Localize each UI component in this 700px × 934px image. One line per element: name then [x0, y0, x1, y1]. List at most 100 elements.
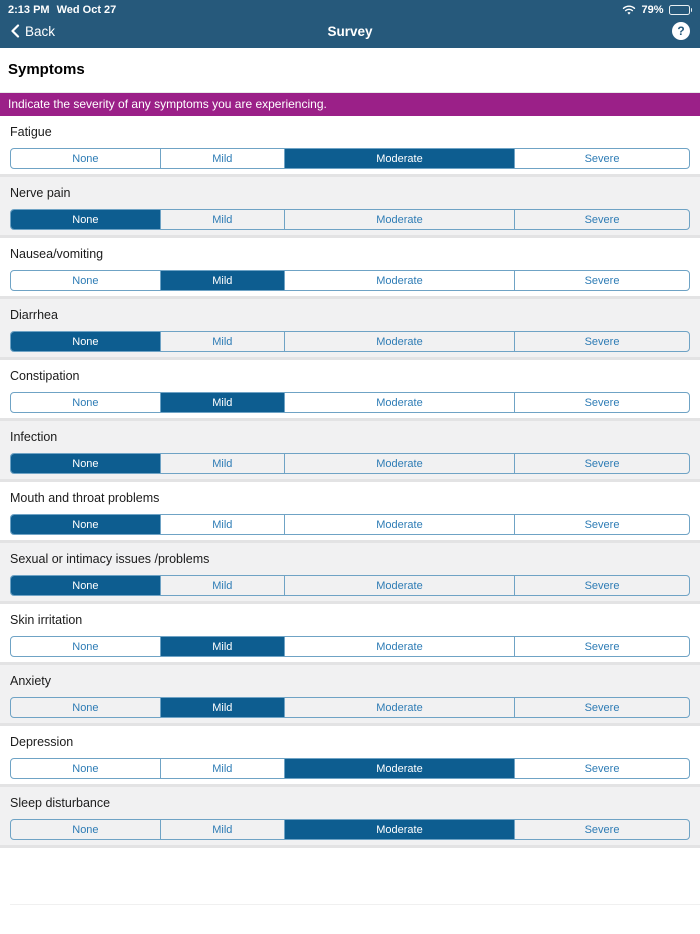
severity-option-mild[interactable]: Mild [159, 759, 284, 778]
severity-option-severe[interactable]: Severe [514, 271, 689, 290]
severity-option-mild[interactable]: Mild [159, 210, 284, 229]
symptom-label: Skin irritation [10, 613, 83, 627]
severity-option-moderate[interactable]: Moderate [283, 576, 514, 595]
symptom-label: Nausea/vomiting [10, 247, 104, 261]
severity-option-mild[interactable]: Mild [159, 637, 284, 656]
symptom-label: Constipation [10, 369, 80, 383]
severity-option-moderate[interactable]: Moderate [283, 393, 514, 412]
severity-segmented-control: None Mild Moderate Severe [10, 209, 690, 230]
severity-option-severe[interactable]: Severe [514, 210, 689, 229]
severity-option-mild[interactable]: Mild [159, 149, 284, 168]
severity-option-mild[interactable]: Mild [159, 332, 284, 351]
symptom-row: Nerve pain None Mild Moderate Severe [0, 177, 700, 238]
symptom-label: Sexual or intimacy issues /problems [10, 552, 210, 566]
symptom-label: Nerve pain [10, 186, 71, 200]
wifi-icon [622, 5, 636, 16]
symptom-label: Sleep disturbance [10, 796, 111, 810]
severity-option-severe[interactable]: Severe [514, 759, 689, 778]
instruction-text: Indicate the severity of any symptoms yo… [8, 97, 327, 111]
severity-option-moderate[interactable]: Moderate [283, 759, 515, 778]
severity-segmented-control: None Mild Moderate Severe [10, 575, 690, 596]
severity-option-mild[interactable]: Mild [159, 698, 284, 717]
severity-segmented-control: None Mild Moderate Severe [10, 331, 690, 352]
symptom-row: Sleep disturbance None Mild Moderate Severe [0, 787, 700, 848]
symptom-label: Depression [10, 735, 74, 749]
footer-separator [10, 904, 700, 905]
status-time: 2:13 PM [8, 4, 50, 16]
symptom-label: Diarrhea [10, 308, 58, 322]
severity-option-moderate[interactable]: Moderate [283, 332, 514, 351]
severity-option-moderate[interactable]: Moderate [283, 454, 514, 473]
severity-segmented-control: None Mild Moderate Severe [10, 636, 690, 657]
symptom-label: Anxiety [10, 674, 51, 688]
help-button[interactable]: ? [672, 22, 690, 40]
severity-option-moderate[interactable]: Moderate [283, 820, 515, 839]
severity-segmented-control: None Mild Moderate Severe [10, 697, 690, 718]
severity-option-moderate[interactable]: Moderate [283, 149, 515, 168]
severity-option-mild[interactable]: Mild [159, 454, 284, 473]
severity-segmented-control: None Mild Moderate Severe [10, 453, 690, 474]
severity-segmented-control: None Mild Moderate Severe [10, 758, 690, 779]
severity-option-severe[interactable]: Severe [514, 820, 689, 839]
severity-option-severe[interactable]: Severe [514, 332, 689, 351]
symptom-row: Mouth and throat problems None Mild Modera… [0, 482, 700, 543]
top-bar: 2:13 PM Wed Oct 27 79% [0, 0, 700, 48]
severity-option-mild[interactable]: Mild [159, 393, 284, 412]
severity-option-severe[interactable]: Severe [514, 149, 689, 168]
severity-option-mild[interactable]: Mild [159, 820, 284, 839]
section-heading: Symptoms [0, 48, 700, 93]
severity-option-mild[interactable]: Mild [159, 515, 284, 534]
severity-option-none[interactable]: None [11, 210, 160, 229]
severity-option-none[interactable]: None [72, 396, 99, 409]
severity-segmented-control: None Mild Moderate Severe [10, 819, 690, 840]
severity-option-none[interactable]: None [72, 152, 99, 165]
symptom-label: Infection [10, 430, 58, 444]
battery-icon [668, 5, 692, 15]
severity-option-none[interactable]: None [72, 701, 99, 714]
severity-option-none[interactable]: None [72, 640, 99, 653]
status-bar: 2:13 PM Wed Oct 27 79% [0, 0, 700, 20]
symptom-row: Infection None Mild Moderate Severe [0, 421, 700, 482]
severity-segmented-control: None Mild Moderate Severe [10, 392, 690, 413]
severity-segmented-control: None Mild Moderate Severe [10, 514, 690, 535]
back-label: Back [25, 23, 56, 39]
severity-option-moderate[interactable]: Moderate [283, 637, 514, 656]
symptom-row: Depression None Mild Moderate Severe [0, 726, 700, 787]
severity-option-none[interactable]: None [11, 576, 160, 595]
severity-option-none[interactable]: None [11, 332, 160, 351]
symptom-row: Anxiety None Mild Moderate Severe [0, 665, 700, 726]
symptom-row: Constipation None Mild Moderate Severe [0, 360, 700, 421]
severity-option-none[interactable]: None [11, 515, 160, 534]
back-button[interactable]: Back [10, 24, 55, 39]
severity-option-severe[interactable]: Severe [514, 637, 689, 656]
symptom-label: Mouth and throat problems [10, 491, 160, 505]
severity-segmented-control: None Mild Moderate Severe [10, 148, 690, 169]
severity-option-none[interactable]: None [72, 762, 99, 775]
severity-option-severe[interactable]: Severe [514, 576, 689, 595]
status-date: Wed Oct 27 [56, 4, 117, 16]
severity-option-mild[interactable]: Mild [159, 576, 284, 595]
symptom-row: Nausea/vomiting None Mild Moderate Severe [0, 238, 700, 299]
symptom-row: Skin irritation None Mild Moderate Severe [0, 604, 700, 665]
symptom-label: Fatigue [10, 125, 52, 139]
page-title: Survey [327, 23, 373, 39]
severity-option-moderate[interactable]: Moderate [283, 210, 514, 229]
severity-option-moderate[interactable]: Moderate [283, 698, 514, 717]
symptom-list: Fatigue None Mild Moderate Severe Nerve pai… [0, 116, 700, 848]
severity-option-severe[interactable]: Severe [514, 515, 689, 534]
instruction-banner: Indicate the severity of any symptoms yo… [0, 93, 700, 116]
severity-option-severe[interactable]: Severe [514, 454, 689, 473]
battery-percent: 79% [641, 4, 664, 16]
severity-option-severe[interactable]: Severe [514, 393, 689, 412]
severity-option-none[interactable]: None [72, 823, 99, 836]
symptom-row: Diarrhea None Mild Moderate Severe [0, 299, 700, 360]
symptom-row: Sexual or intimacy issues /problems None… [0, 543, 700, 604]
severity-option-moderate[interactable]: Moderate [283, 515, 514, 534]
severity-option-severe[interactable]: Severe [514, 698, 689, 717]
severity-option-none[interactable]: None [72, 274, 99, 287]
severity-option-moderate[interactable]: Moderate [283, 271, 514, 290]
severity-option-mild[interactable]: Mild [159, 271, 284, 290]
severity-option-none[interactable]: None [11, 454, 160, 473]
chevron-left-icon [10, 24, 20, 38]
severity-segmented-control: None Mild Moderate Severe [10, 270, 690, 291]
